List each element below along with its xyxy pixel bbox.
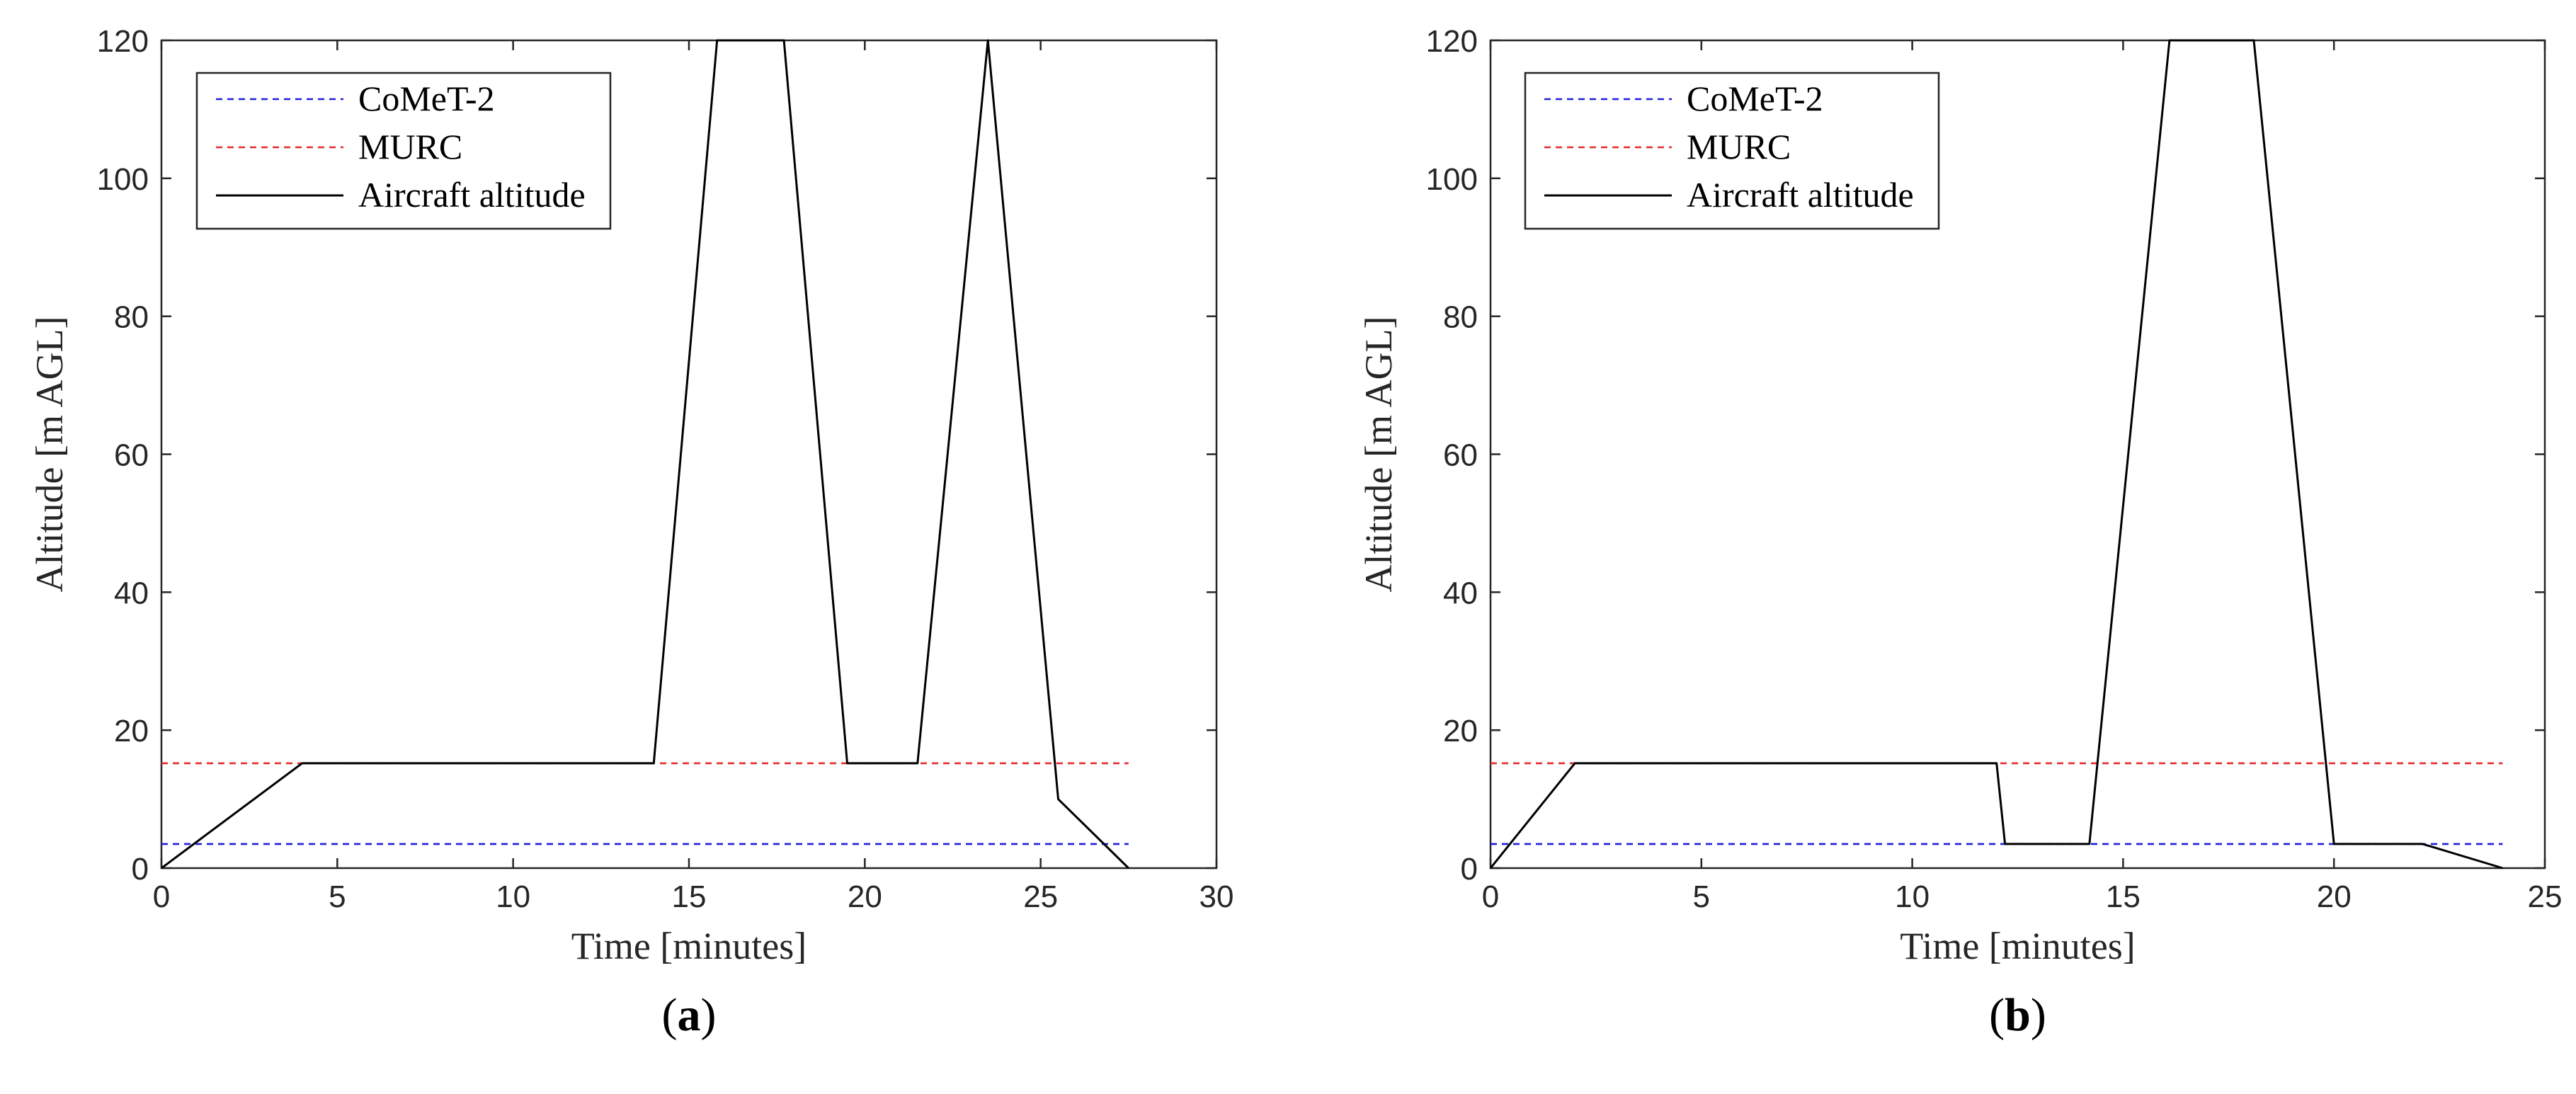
x-tick-label: 30 bbox=[1199, 879, 1234, 914]
panel-label: (b) bbox=[1989, 989, 2046, 1041]
x-tick-label: 0 bbox=[1482, 879, 1499, 914]
y-tick-label: 40 bbox=[114, 576, 149, 610]
y-axis-title: Altitude [m AGL] bbox=[28, 317, 71, 593]
y-axis-title: Altitude [m AGL] bbox=[1357, 317, 1400, 593]
y-tick-label: 20 bbox=[1443, 714, 1478, 748]
legend-entry: Aircraft altitude bbox=[358, 175, 586, 215]
legend: CoMeT-2 MURC Aircraft altitude bbox=[195, 72, 612, 230]
series-line-aircraft-altitude bbox=[1491, 39, 2503, 870]
y-tick-label: 120 bbox=[1426, 24, 1478, 59]
panel-label-close: ) bbox=[701, 989, 717, 1041]
x-axis-title: Time [minutes] bbox=[571, 925, 807, 967]
x-tick-label: 0 bbox=[153, 879, 170, 914]
chart-panel-b: 0 5 10 15 20 25 0 20 40 60 80 100 120 Time [minutes] A… bbox=[1357, 24, 2562, 1041]
y-tick-label: 100 bbox=[97, 162, 149, 197]
x-tick-label: 25 bbox=[1023, 879, 1058, 914]
x-tick-label: 10 bbox=[1895, 879, 1930, 914]
panel-label-open: ( bbox=[662, 989, 678, 1041]
panel-label-close: ) bbox=[2031, 989, 2046, 1041]
x-axis-title: Time [minutes] bbox=[1900, 925, 2136, 967]
x-tick-label: 10 bbox=[496, 879, 530, 914]
x-tick-label: 5 bbox=[1693, 879, 1710, 914]
x-tick-label: 5 bbox=[329, 879, 346, 914]
y-tick-label: 60 bbox=[114, 438, 149, 473]
y-tick-label: 100 bbox=[1426, 162, 1478, 197]
series-line-aircraft-altitude bbox=[161, 39, 1129, 870]
panel-label-open: ( bbox=[1989, 989, 2005, 1041]
panel-label-letter: b bbox=[2005, 989, 2031, 1041]
legend: CoMeT-2 MURC Aircraft altitude bbox=[1524, 72, 1940, 230]
chart-panel-a: 0 5 10 15 20 25 30 0 20 40 60 80 100 120 Time [minutes… bbox=[28, 24, 1233, 1041]
y-tick-label: 80 bbox=[114, 300, 149, 335]
panel-label: (a) bbox=[662, 989, 717, 1041]
x-tick-label: 25 bbox=[2528, 879, 2563, 914]
panel-label-letter: a bbox=[678, 989, 701, 1041]
legend-entry: Aircraft altitude bbox=[1687, 175, 1914, 215]
y-tick-label: 120 bbox=[97, 24, 149, 59]
y-tick-label: 0 bbox=[132, 852, 149, 887]
legend-entry: CoMeT-2 bbox=[1687, 79, 1823, 118]
legend-entry: MURC bbox=[1687, 127, 1791, 166]
legend-entry: MURC bbox=[358, 127, 462, 166]
legend-entry: CoMeT-2 bbox=[358, 79, 495, 118]
y-tick-label: 0 bbox=[1461, 852, 1478, 887]
x-tick-label: 20 bbox=[848, 879, 882, 914]
y-tick-label: 60 bbox=[1443, 438, 1478, 473]
y-tick-label: 80 bbox=[1443, 300, 1478, 335]
y-tick-label: 20 bbox=[114, 714, 149, 748]
x-tick-label: 20 bbox=[2317, 879, 2352, 914]
x-tick-label: 15 bbox=[2106, 879, 2141, 914]
x-tick-label: 15 bbox=[672, 879, 707, 914]
y-tick-label: 40 bbox=[1443, 576, 1478, 610]
